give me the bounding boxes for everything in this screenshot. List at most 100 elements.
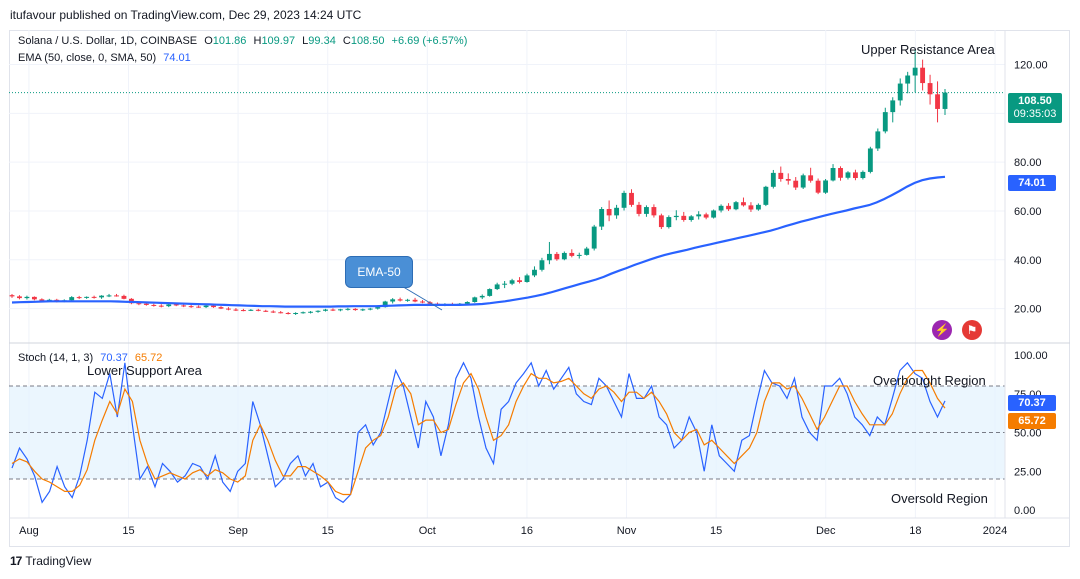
candle-body — [76, 297, 82, 299]
price-tick-label: 120.00 — [1014, 60, 1048, 72]
candle-body — [785, 178, 791, 181]
candle-body — [226, 308, 231, 310]
ema-value: 74.01 — [163, 52, 191, 64]
candle-body — [539, 260, 545, 270]
price-tick-label: 20.00 — [1014, 304, 1042, 316]
candle-body — [711, 210, 717, 218]
candle-body — [748, 205, 754, 210]
price-tick-label: 80.00 — [1014, 157, 1042, 169]
stoch-tick-label: 0.00 — [1014, 505, 1035, 517]
price-tick-label: 60.00 — [1014, 206, 1042, 218]
candle-body — [755, 204, 761, 210]
candle-body — [17, 296, 22, 299]
candle-body — [733, 202, 739, 210]
flag-icon[interactable]: ⚑ — [962, 320, 982, 340]
tradingview-logo-icon: 17 — [10, 554, 22, 568]
axis-labels: 20.00 40.00 60.00 80.00 100.00 120.00 0.00 25.0… — [19, 60, 1048, 537]
overbought-label: Overbought Region — [873, 373, 986, 388]
candle-body — [576, 254, 582, 256]
candle-body — [838, 168, 843, 178]
stoch-d-value: 65.72 — [134, 352, 163, 364]
stoch-label[interactable]: Stoch (14, 1, 3) — [18, 352, 94, 364]
ema-50-line — [11, 175, 946, 308]
candle-body — [696, 214, 702, 217]
candle-body — [763, 186, 769, 205]
change-value: +6.69 (+6.57%) — [391, 35, 468, 47]
high-value: 109.97 — [261, 35, 296, 47]
candle-body — [106, 295, 112, 297]
candle-body — [808, 175, 814, 181]
candle-body — [285, 312, 291, 314]
candle-body — [196, 306, 202, 308]
high-label: H — [253, 35, 262, 47]
candle-body — [31, 296, 37, 300]
candle-body — [927, 83, 933, 95]
candle-body — [24, 296, 30, 299]
candle-body — [673, 215, 679, 218]
candle-body — [211, 305, 216, 308]
candle-body — [136, 303, 142, 305]
candle-body — [99, 295, 104, 298]
candle-body — [233, 309, 239, 311]
candle-body — [897, 83, 903, 101]
candle-body — [323, 309, 328, 311]
candle-body — [345, 308, 351, 310]
candle-body — [912, 67, 918, 76]
candle-body — [315, 310, 321, 312]
candle-body — [181, 305, 187, 307]
ema-legend: EMA (50, close, 0, SMA, 50) 74.01 — [18, 52, 191, 64]
candle-body — [69, 297, 75, 301]
candle-body — [203, 305, 209, 308]
stoch-d-tag: 65.72 — [1008, 413, 1056, 429]
time-tick-label: Oct — [419, 525, 436, 537]
ema-price-tag: 74.01 — [1008, 175, 1056, 191]
candle-body — [935, 94, 940, 109]
candle-body — [270, 311, 276, 313]
candle-body — [9, 295, 15, 297]
candle-body — [255, 309, 261, 311]
ema-callout-pointer — [399, 284, 443, 311]
candle-body — [867, 148, 873, 172]
candle-body — [644, 207, 649, 214]
candle-body — [360, 309, 366, 311]
candle-body — [114, 295, 119, 297]
symbol-legend: Solana / U.S. Dollar, 1D, COINBASE O101.… — [18, 35, 467, 47]
candle-body — [84, 296, 90, 298]
candle-body — [546, 253, 552, 261]
candle-body — [91, 296, 97, 298]
time-tick-label: 2024 — [983, 525, 1007, 537]
candle-body — [188, 306, 194, 308]
candle-body — [143, 303, 149, 305]
candle-body — [278, 312, 284, 314]
candle-body — [770, 172, 776, 187]
candle-body — [554, 253, 560, 260]
candles — [9, 49, 948, 315]
publish-info: itufavour published on TradingView.com, … — [10, 8, 362, 22]
close-label: C — [342, 35, 351, 47]
open-label: O — [204, 35, 213, 47]
candle-body — [681, 215, 687, 220]
candle-body — [636, 204, 642, 214]
time-tick-label: 15 — [322, 525, 334, 537]
lightning-icon[interactable]: ⚡ — [932, 320, 952, 340]
candle-body — [367, 308, 373, 310]
candle-body — [815, 180, 821, 193]
stoch-tick-label: 100.00 — [1014, 350, 1048, 362]
candle-body — [920, 67, 926, 84]
candle-body — [890, 100, 896, 113]
ema-line — [11, 175, 946, 308]
footer-brand[interactable]: 17 TradingView — [10, 554, 91, 568]
candle-body — [293, 312, 299, 314]
candle-body — [853, 172, 858, 179]
countdown-value: 09:35:03 — [1013, 108, 1057, 120]
stoch-band — [9, 385, 1005, 480]
symbol-name[interactable]: Solana / U.S. Dollar, 1D, COINBASE — [18, 35, 198, 47]
candle-body — [375, 307, 381, 309]
candle-body — [405, 299, 411, 301]
chart-frame[interactable] — [9, 30, 1070, 547]
time-tick-label: Aug — [19, 525, 39, 537]
candle-body — [845, 172, 851, 178]
candle-body — [158, 305, 164, 307]
ema-label[interactable]: EMA (50, close, 0, SMA, 50) — [18, 52, 157, 64]
